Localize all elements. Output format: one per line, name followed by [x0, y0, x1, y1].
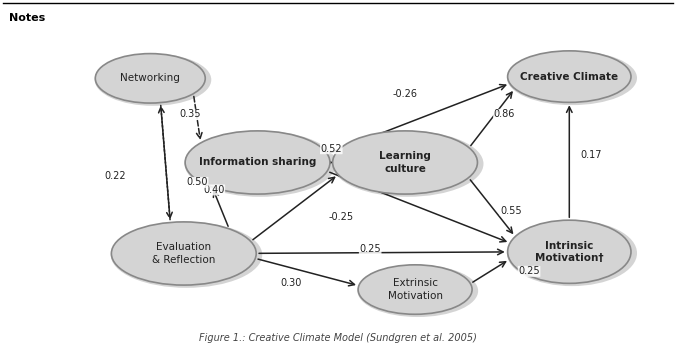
Ellipse shape [112, 222, 256, 285]
Text: 0.30: 0.30 [281, 279, 301, 288]
Text: Networking: Networking [120, 73, 180, 83]
Text: 0.25: 0.25 [360, 244, 381, 254]
Ellipse shape [111, 222, 262, 288]
Text: Extrinsic
Motivation: Extrinsic Motivation [387, 279, 443, 301]
Text: -0.26: -0.26 [393, 89, 418, 99]
Text: 0.22: 0.22 [105, 171, 126, 181]
Text: 0.52: 0.52 [320, 144, 342, 154]
Text: 0.40: 0.40 [203, 185, 224, 195]
Text: Figure 1.: Creative Climate Model (Sundgren et al. 2005): Figure 1.: Creative Climate Model (Sundg… [199, 333, 477, 343]
Text: 0.25: 0.25 [518, 266, 540, 276]
Text: -0.25: -0.25 [329, 213, 354, 222]
Text: 0.86: 0.86 [493, 109, 515, 119]
Text: Information sharing: Information sharing [199, 157, 316, 168]
Text: 0.55: 0.55 [500, 206, 522, 216]
Text: Learning
culture: Learning culture [379, 151, 431, 174]
Ellipse shape [185, 131, 330, 194]
Ellipse shape [507, 51, 637, 105]
Text: 0.35: 0.35 [180, 109, 201, 119]
Ellipse shape [358, 265, 472, 314]
Ellipse shape [508, 51, 631, 102]
Text: Intrinsic
Motivation†: Intrinsic Motivation† [535, 240, 604, 263]
Ellipse shape [358, 265, 478, 317]
Text: Notes: Notes [9, 13, 46, 23]
Ellipse shape [95, 54, 212, 106]
Ellipse shape [333, 131, 477, 194]
Ellipse shape [185, 131, 336, 197]
Ellipse shape [507, 220, 637, 286]
Text: Creative Climate: Creative Climate [521, 72, 619, 82]
Ellipse shape [508, 220, 631, 283]
Text: Evaluation
& Reflection: Evaluation & Reflection [152, 242, 216, 265]
Text: 0.17: 0.17 [581, 150, 602, 159]
Ellipse shape [332, 131, 483, 197]
Ellipse shape [95, 54, 206, 103]
Text: 0.50: 0.50 [187, 177, 208, 187]
